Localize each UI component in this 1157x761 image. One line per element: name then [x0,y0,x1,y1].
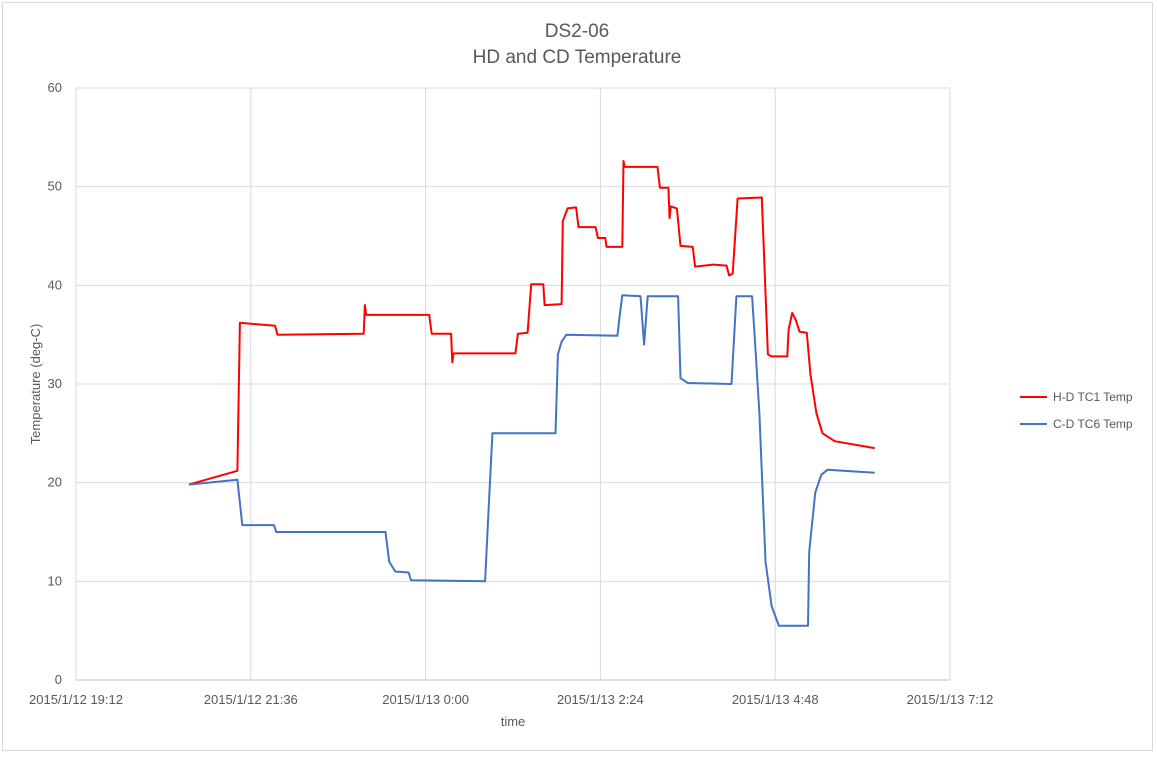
y-tick-label: 10 [48,573,62,588]
chart-subtitle: HD and CD Temperature [473,47,682,68]
x-axis-label: time [501,714,526,729]
y-tick-label: 40 [48,277,62,292]
x-tick-label: 2015/1/13 7:12 [907,692,994,707]
x-tick-label: 2015/1/13 4:48 [732,692,819,707]
series-line-1 [188,160,875,486]
y-tick-label: 30 [48,376,62,391]
legend-entry: C-D TC6 Temp [1053,417,1133,431]
y-tick-label: 20 [48,475,62,490]
series-line-2 [188,294,875,627]
y-tick-label: 50 [48,179,62,194]
x-tick-label: 2015/1/13 2:24 [557,692,644,707]
y-tick-label: 0 [55,672,62,687]
x-tick-label: 2015/1/12 19:12 [29,692,123,707]
x-tick-label: 2015/1/13 0:00 [382,692,469,707]
legend-entry: H-D TC1 Temp [1053,390,1133,404]
x-tick-label: 2015/1/12 21:36 [204,692,298,707]
chart-border [2,2,1153,751]
y-tick-label: 60 [48,80,62,95]
y-axis-label: Temperature (deg-C) [28,324,43,445]
chart-title: DS2-06 [545,21,609,42]
